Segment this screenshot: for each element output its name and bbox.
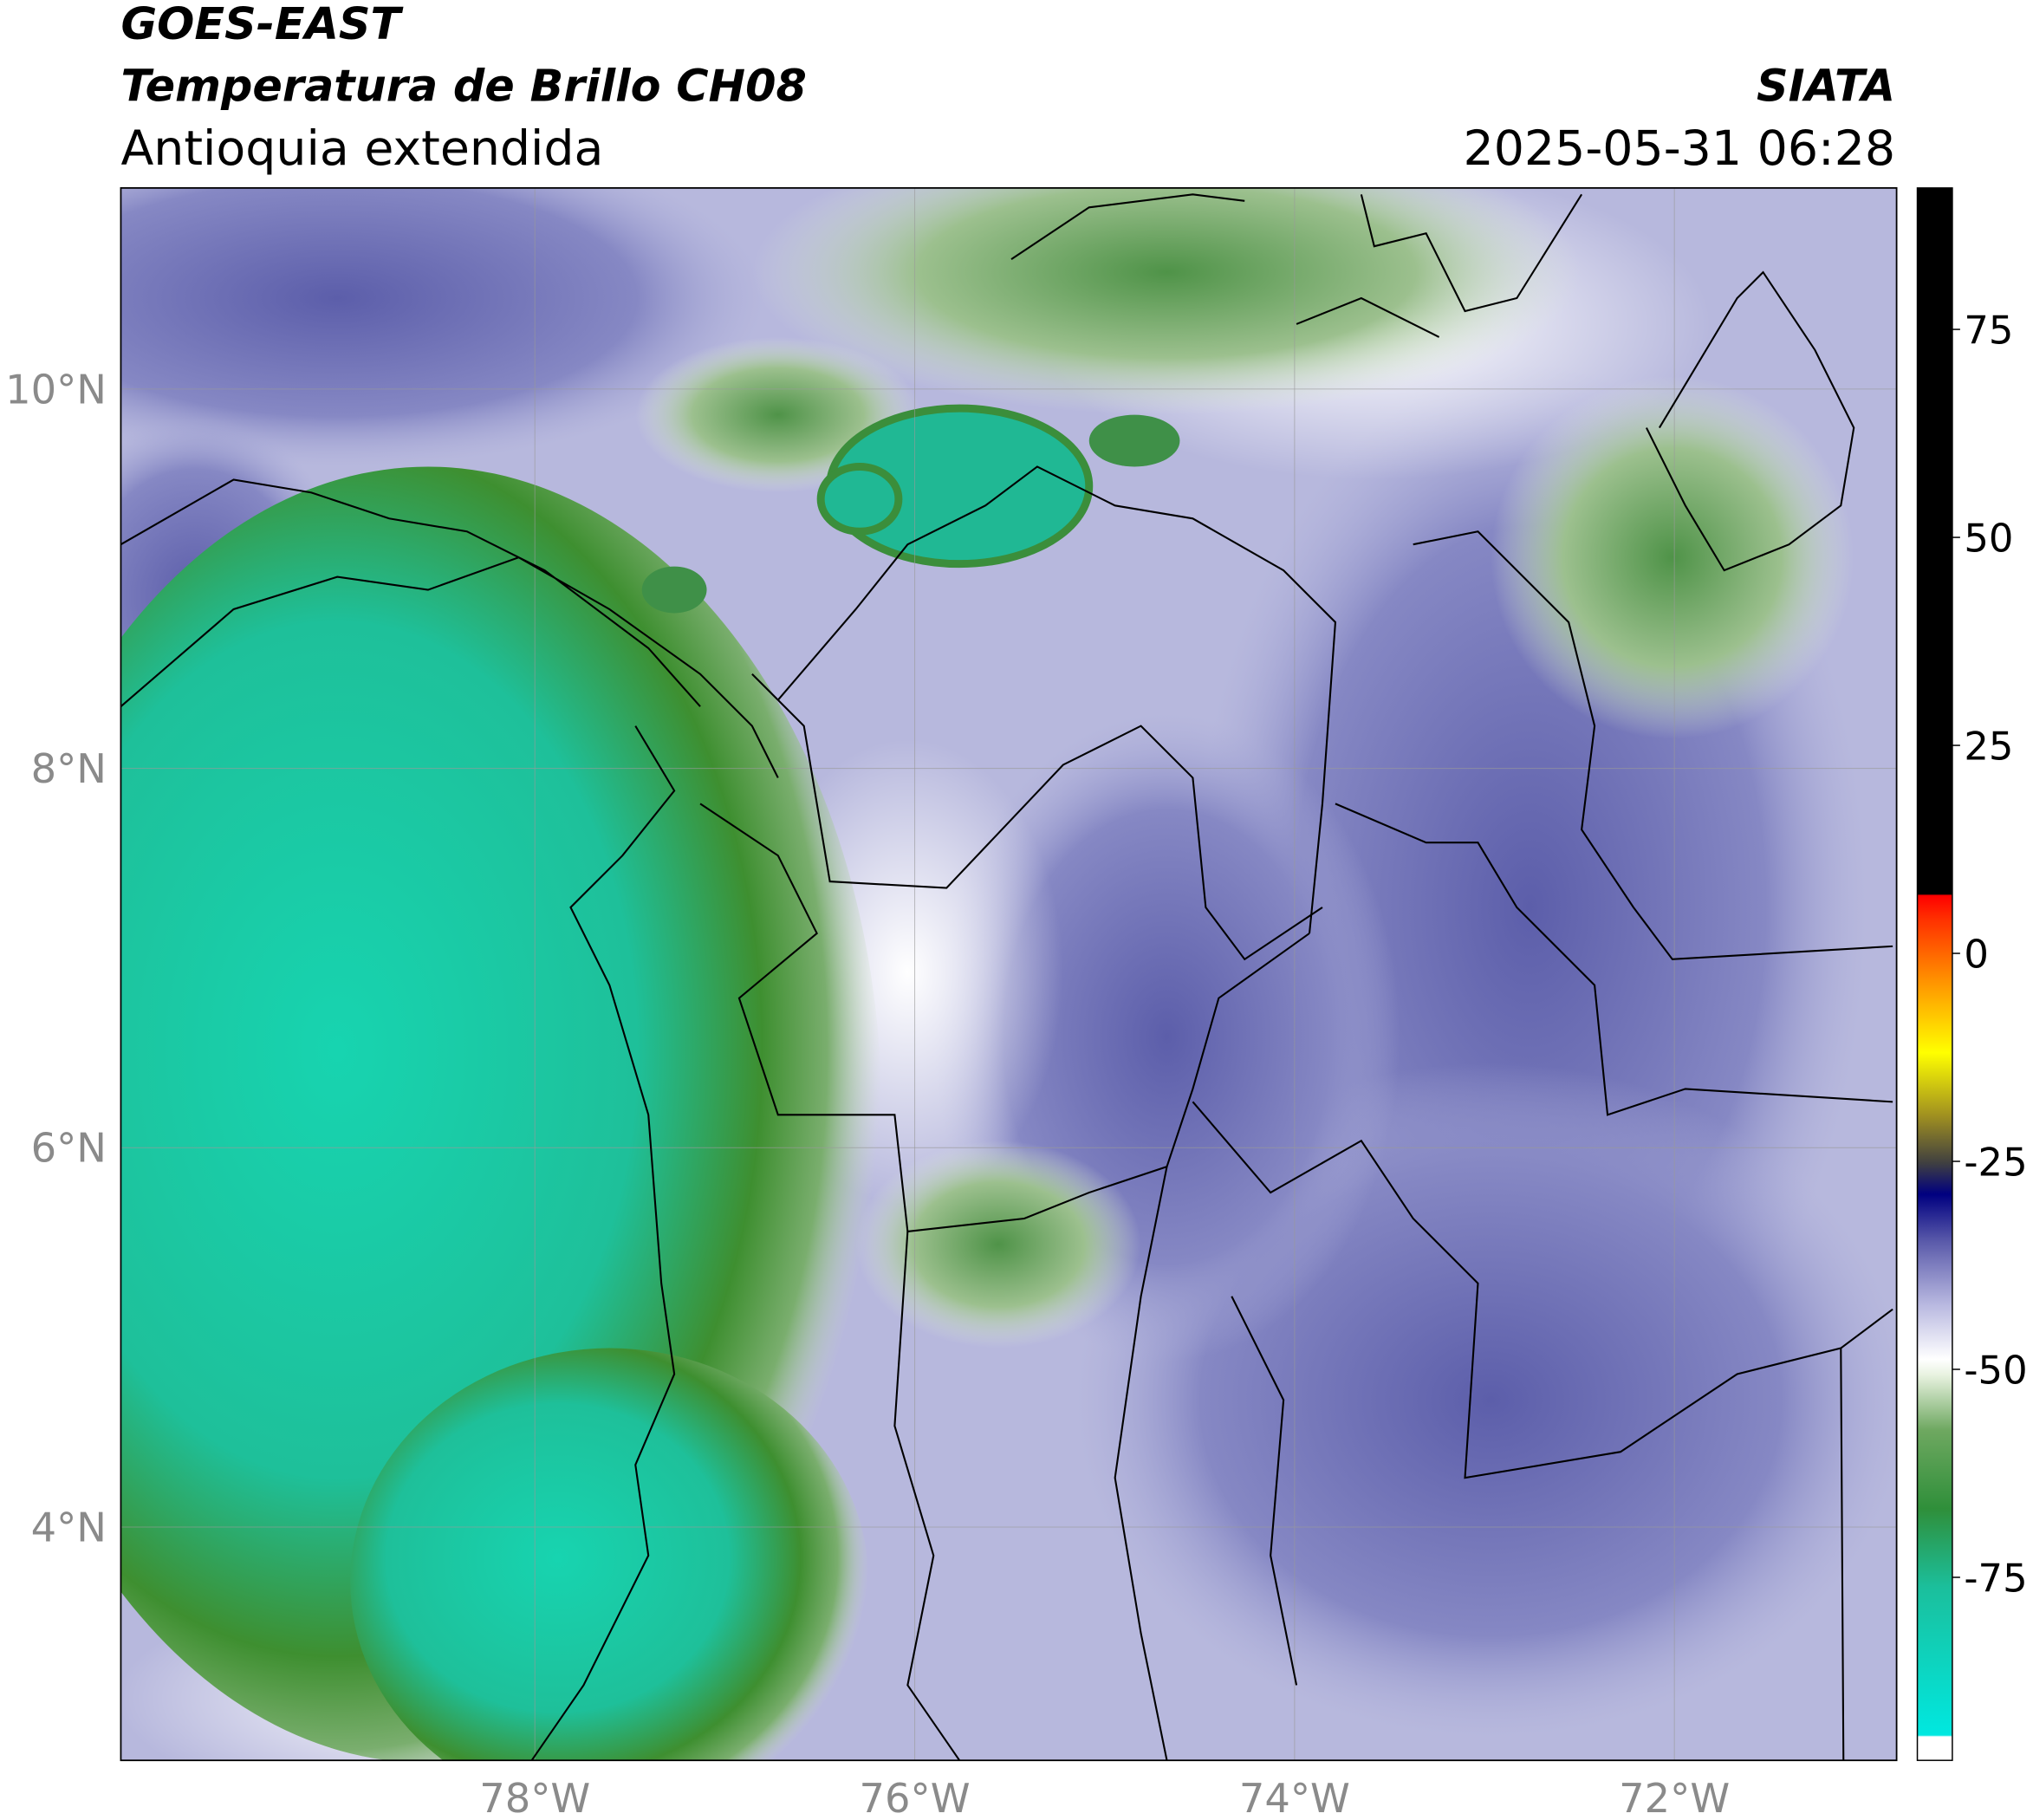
map-frame	[120, 186, 1898, 1762]
colorbar-tick-label: -25	[1964, 1139, 2027, 1185]
satellite-image	[120, 187, 1897, 1761]
colorbar-tick-label: -75	[1964, 1555, 2027, 1601]
colorbar	[1916, 187, 1953, 1761]
source: SIATA	[1757, 61, 1895, 112]
subtitle: Temperatura de Brillo CH08	[120, 61, 806, 112]
x-tick-label: 74°W	[1239, 1775, 1350, 1820]
colorbar-tick-label: 0	[1964, 931, 1989, 977]
colorbar-tick-label: 75	[1964, 308, 2013, 354]
y-tick-label: 6°N	[31, 1125, 107, 1172]
timestamp: 2025-05-31 06:28	[1464, 121, 1896, 177]
x-tick-label: 78°W	[479, 1775, 590, 1820]
colorbar-tick-label: -50	[1964, 1347, 2027, 1393]
colorbar-ticks: 75 50 25 0 -25 -50 -75	[1952, 308, 2028, 1601]
y-tick-label: 4°N	[31, 1504, 107, 1550]
x-tick-label: 76°W	[860, 1775, 971, 1820]
borders	[120, 193, 1893, 1761]
x-tick-label: 72°W	[1619, 1775, 1730, 1820]
y-tick-label: 8°N	[31, 745, 107, 792]
graticule	[120, 187, 1897, 1761]
colorbar-tick-label: 25	[1964, 724, 2013, 770]
region: Antioquia extendida	[120, 121, 603, 177]
title: GOES-EAST	[120, 0, 404, 49]
y-tick-label: 10°N	[5, 366, 107, 413]
colorbar-tick-label: 50	[1964, 516, 2013, 562]
